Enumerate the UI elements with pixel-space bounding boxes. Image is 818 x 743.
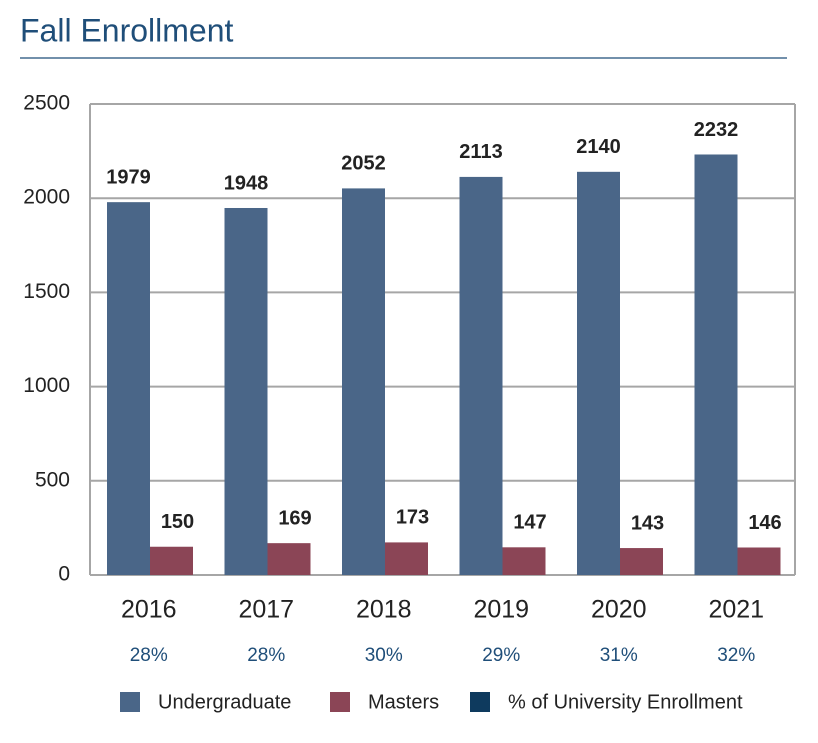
x-tick-label: 2018 [356,596,412,624]
legend-label: Undergraduate [158,691,291,713]
x-tick-label: 2017 [238,596,294,624]
chart-title: Fall Enrollment [20,12,234,48]
bar [620,548,663,575]
x-tick-label: 2019 [473,596,529,624]
x-tick-label: 2021 [708,596,764,624]
legend-swatch [470,692,490,712]
y-tick-label: 1000 [23,374,70,397]
bar [267,543,311,575]
bar [224,207,268,575]
legend-label: % of University Enrollment [508,691,743,713]
data-label: 143 [631,512,664,534]
percent-label: 28% [130,645,168,666]
y-tick-label: 2500 [23,92,70,115]
bar [577,171,620,575]
data-label: 2232 [694,119,739,141]
data-label: 1979 [106,166,151,188]
bar [150,546,193,575]
data-label: 173 [396,507,429,529]
bar [342,188,385,575]
data-label: 150 [161,511,194,533]
x-tick-label: 2020 [591,596,647,624]
data-label: 147 [513,512,546,534]
bar [459,176,503,575]
bar [694,154,738,575]
legend-swatch [120,692,140,712]
data-label: 1948 [224,172,269,194]
data-label: 169 [278,507,311,529]
percent-label: 31% [600,645,638,666]
legend-swatch [330,692,350,712]
data-label: 2140 [576,136,621,158]
y-tick-label: 1500 [23,280,70,303]
data-label: 146 [748,512,781,534]
percent-label: 28% [247,645,285,666]
bar [385,542,428,575]
y-tick-label: 500 [35,468,70,491]
bar [107,202,150,575]
x-tick-label: 2016 [121,596,177,624]
percent-label: 29% [482,645,520,666]
data-label: 2052 [341,153,386,175]
bar [502,547,546,575]
y-tick-label: 2000 [23,186,70,209]
legend-label: Masters [368,691,439,713]
percent-label: 32% [717,645,755,666]
y-tick-label: 0 [58,563,70,586]
bar [737,547,781,575]
percent-label: 30% [365,645,403,666]
data-label: 2113 [459,141,502,163]
